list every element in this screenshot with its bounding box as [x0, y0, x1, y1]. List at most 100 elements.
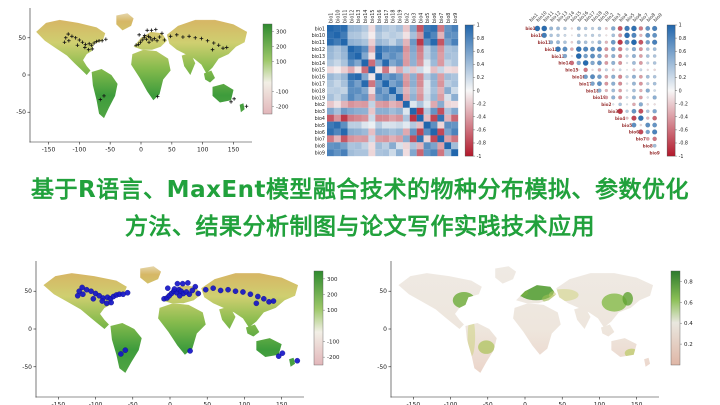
- svg-text:bio8: bio8: [646, 12, 657, 23]
- svg-text:-0.2: -0.2: [679, 101, 688, 107]
- svg-text:0: 0: [679, 88, 682, 94]
- svg-text:bio16: bio16: [377, 10, 383, 23]
- correlation-heatmap-panel: bio1 bio10 bio11 bio12 bio13 bio14 bio15 bio16 b…: [300, 0, 515, 162]
- svg-text:bio7: bio7: [639, 12, 650, 23]
- svg-text:50: 50: [558, 402, 566, 405]
- svg-text:bio2: bio2: [405, 13, 411, 23]
- svg-text:200: 200: [327, 293, 338, 299]
- svg-text:50: 50: [379, 288, 387, 295]
- occurrence-crosses: [62, 27, 249, 109]
- svg-text:0: 0: [139, 147, 143, 154]
- svg-text:bio15: bio15: [312, 68, 325, 74]
- svg-text:bio2: bio2: [604, 12, 615, 23]
- svg-text:0.2: 0.2: [477, 75, 485, 81]
- svg-text:0.8: 0.8: [684, 279, 693, 285]
- svg-text:bio13: bio13: [356, 10, 362, 23]
- svg-text:bio4: bio4: [618, 12, 629, 23]
- svg-text:0.2: 0.2: [684, 342, 693, 348]
- svg-text:bio3: bio3: [315, 109, 325, 115]
- svg-text:-150: -150: [52, 402, 66, 405]
- svg-text:0: 0: [523, 402, 527, 405]
- svg-text:-100: -100: [444, 402, 458, 405]
- svg-text:200: 200: [276, 45, 287, 51]
- svg-text:-1: -1: [477, 154, 482, 160]
- svg-text:bio9: bio9: [653, 12, 664, 23]
- top-figure-row: -150 -100 -50 0 50 100 150 50 0 -50 300 200 100 -100-…: [0, 0, 720, 162]
- svg-text:bio1: bio1: [528, 12, 539, 23]
- svg-text:0: 0: [383, 326, 387, 333]
- occurrence-dots: [74, 280, 301, 364]
- svg-text:-1: -1: [679, 154, 684, 160]
- svg-text:-100: -100: [73, 147, 87, 154]
- svg-text:bio6: bio6: [315, 130, 325, 136]
- svg-text:bio18: bio18: [586, 88, 599, 93]
- svg-text:-200: -200: [276, 105, 289, 111]
- svg-text:bio11: bio11: [342, 10, 348, 23]
- svg-text:0: 0: [28, 326, 32, 333]
- svg-text:bio5: bio5: [625, 12, 636, 23]
- svg-text:-100: -100: [276, 90, 289, 96]
- svg-text:bio5: bio5: [315, 123, 325, 129]
- svg-text:bio15: bio15: [565, 68, 578, 73]
- correlation-corrplot: bio1bio10bio11bio12bio13bio14bio15bio16b…: [525, 10, 688, 160]
- svg-text:bio5: bio5: [622, 123, 632, 128]
- svg-text:0.4: 0.4: [684, 321, 693, 327]
- bottom-figure-row: -150 -100 -50 0 50 100 150 50 0 -50 300 200 100 -100-…: [0, 255, 720, 405]
- svg-text:bio3: bio3: [611, 12, 622, 23]
- svg-text:-0.4: -0.4: [477, 114, 486, 120]
- svg-text:-100: -100: [327, 340, 340, 346]
- map-axes: -150 -100 -50 0 50 100 150 50 0 -50: [16, 8, 252, 154]
- svg-text:bio17: bio17: [579, 81, 592, 86]
- map-legend: 300 200 100 -100 -200: [262, 23, 289, 115]
- svg-text:bio7: bio7: [315, 137, 325, 143]
- svg-text:-0.2: -0.2: [477, 101, 486, 107]
- svg-text:50: 50: [168, 147, 176, 154]
- map-legend: 0.8 0.6 0.4 0.2: [670, 270, 693, 366]
- svg-text:-100: -100: [89, 402, 103, 405]
- svg-text:100: 100: [239, 402, 251, 405]
- svg-text:bio6: bio6: [432, 13, 438, 23]
- svg-text:-0.8: -0.8: [477, 141, 486, 147]
- svg-text:0.6: 0.6: [679, 49, 687, 55]
- svg-text:bio10: bio10: [531, 33, 544, 38]
- svg-text:bio10: bio10: [312, 33, 325, 39]
- svg-text:-0.4: -0.4: [679, 114, 688, 120]
- course-title-line1: 基于R语言、MaxEnt模型融合技术的物种分布模拟、参数优化: [30, 177, 690, 204]
- svg-text:300: 300: [327, 277, 338, 283]
- svg-text:-150: -150: [42, 147, 56, 154]
- svg-text:bio16: bio16: [312, 75, 325, 81]
- svg-text:100: 100: [197, 147, 209, 154]
- svg-text:bio9: bio9: [650, 150, 660, 155]
- occurrence-map: -150 -100 -50 0 50 100 150500-50300200100-100-…: [22, 261, 340, 405]
- elevation-map-panel: -150 -100 -50 0 50 100 150 50 0 -50 300 200 100 -100-…: [0, 0, 300, 162]
- svg-text:-150: -150: [407, 402, 421, 405]
- svg-text:-0.8: -0.8: [679, 141, 688, 147]
- continents: [398, 266, 654, 373]
- svg-text:1: 1: [679, 23, 682, 29]
- svg-text:bio14: bio14: [558, 61, 571, 66]
- svg-text:bio3: bio3: [411, 13, 417, 23]
- suitability-map-panel: -150 -100 -50 0 50 100 150 50 0 -50 0.8 0.6 0.4 0.2: [355, 255, 720, 405]
- svg-text:bio8: bio8: [446, 13, 452, 23]
- svg-text:150: 150: [631, 402, 643, 405]
- svg-text:bio2: bio2: [315, 102, 325, 108]
- svg-text:50: 50: [18, 35, 26, 42]
- svg-text:0: 0: [22, 72, 26, 79]
- occurrence-map-panel: -150 -100 -50 0 50 100 150 50 0 -50 300 200 100 -100-…: [0, 255, 355, 405]
- svg-text:0.2: 0.2: [679, 75, 687, 81]
- continents: [43, 266, 299, 373]
- svg-text:bio4: bio4: [418, 13, 424, 23]
- svg-text:-50: -50: [105, 147, 115, 154]
- svg-text:0.6: 0.6: [684, 300, 693, 306]
- svg-text:bio1: bio1: [525, 26, 535, 31]
- corrplot-circles: [534, 25, 658, 148]
- svg-text:bio7: bio7: [439, 13, 445, 23]
- course-title-line2: 方法、结果分析制图与论文写作实践技术应用: [125, 213, 595, 240]
- svg-text:-0.6: -0.6: [477, 128, 486, 134]
- svg-text:bio4: bio4: [315, 116, 325, 122]
- svg-text:bio17: bio17: [384, 10, 390, 23]
- svg-text:-50: -50: [483, 402, 493, 405]
- correlation-heatmap: bio1bio10bio11bio12bio13bio14bio15bio16b…: [312, 10, 486, 160]
